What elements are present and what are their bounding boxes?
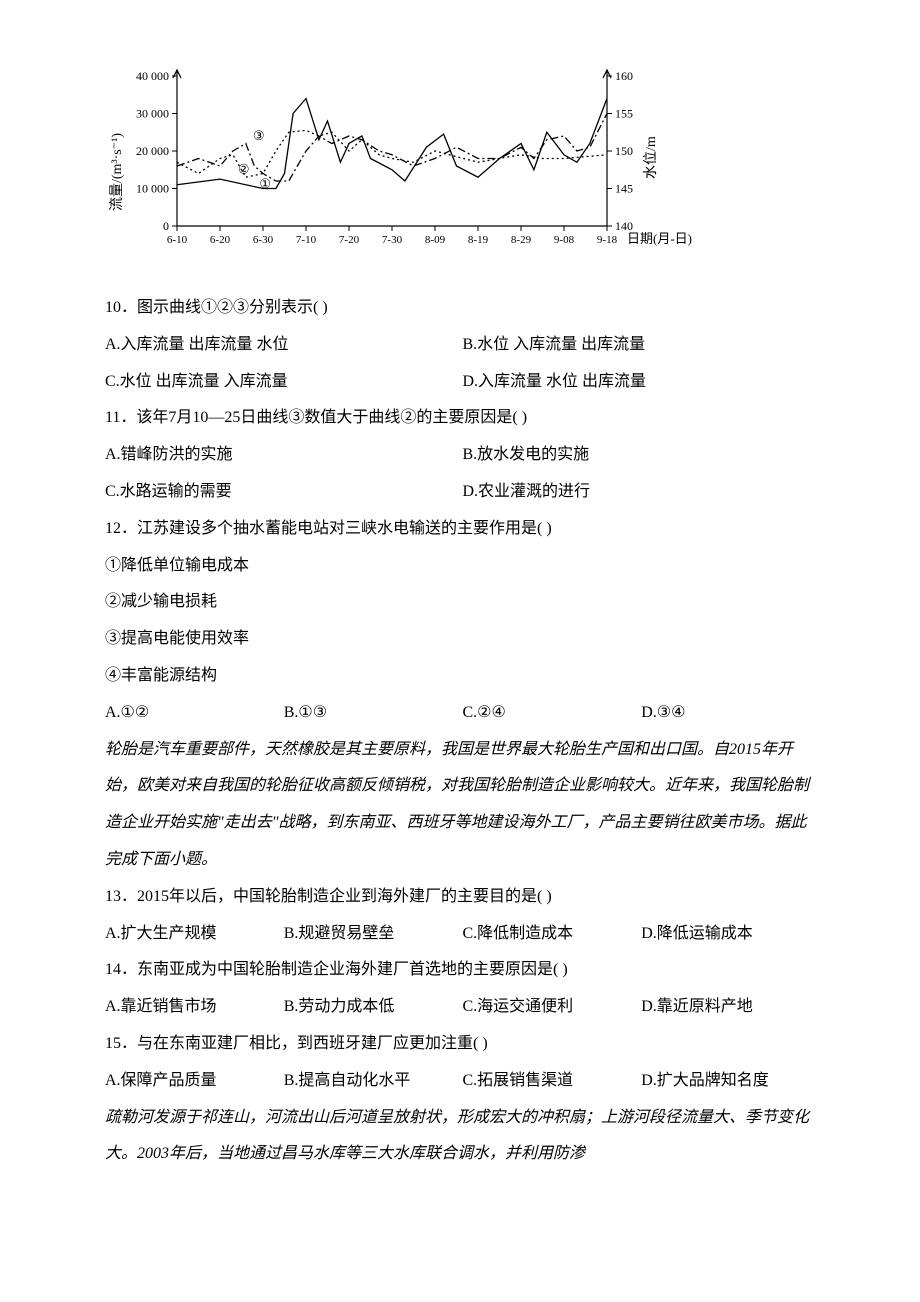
svg-text:0: 0 [163, 219, 169, 233]
q15-options-row: A.保障产品质量 B.提高自动化水平 C.拓展销售渠道 D.扩大品牌知名度 [105, 1063, 820, 1100]
svg-text:30 000: 30 000 [136, 107, 169, 121]
svg-text:①: ① [259, 176, 271, 191]
q14-option-d: D.靠近原料产地 [641, 989, 820, 1026]
svg-text:6-20: 6-20 [210, 234, 231, 246]
q11-option-a: A.错峰防洪的实施 [105, 437, 463, 474]
q13-options-row: A.扩大生产规模 B.规避贸易壁垒 C.降低制造成本 D.降低运输成本 [105, 916, 820, 953]
svg-text:6-10: 6-10 [167, 234, 188, 246]
q10-option-c: C.水位 出库流量 入库流量 [105, 364, 463, 401]
q15-option-a: A.保障产品质量 [105, 1063, 284, 1100]
q10-options-row1: A.入库流量 出库流量 水位 B.水位 入库流量 出库流量 [105, 327, 820, 364]
q15-stem: 15．与在东南亚建厂相比，到西班牙建厂应更加注重( ) [105, 1026, 820, 1063]
svg-text:150: 150 [615, 144, 633, 158]
q12-opt1: ①降低单位输电成本 [105, 548, 820, 585]
svg-text:8-29: 8-29 [511, 234, 532, 246]
svg-text:7-20: 7-20 [339, 234, 360, 246]
svg-text:6-30: 6-30 [253, 234, 274, 246]
q11-options-row2: C.水路运输的需要 D.农业灌溉的进行 [105, 474, 820, 511]
q10-option-a: A.入库流量 出库流量 水位 [105, 327, 463, 364]
q13-stem: 13．2015年以后，中国轮胎制造企业到海外建厂的主要目的是( ) [105, 879, 820, 916]
q14-option-b: B.劳动力成本低 [284, 989, 463, 1026]
q13-option-d: D.降低运输成本 [641, 916, 820, 953]
svg-text:8-19: 8-19 [468, 234, 489, 246]
q11-option-c: C.水路运输的需要 [105, 474, 463, 511]
q12-opt3: ③提高电能使用效率 [105, 621, 820, 658]
q12-stem: 12．江苏建设多个抽水蓄能电站对三峡水电输送的主要作用是( ) [105, 511, 820, 548]
q13-option-a: A.扩大生产规模 [105, 916, 284, 953]
svg-text:日期(月-日): 日期(月-日) [627, 231, 692, 246]
q10-option-b: B.水位 入库流量 出库流量 [463, 327, 821, 364]
q11-options-row1: A.错峰防洪的实施 B.放水发电的实施 [105, 437, 820, 474]
q12-opt2: ②减少输电损耗 [105, 584, 820, 621]
q15-option-c: C.拓展销售渠道 [463, 1063, 642, 1100]
svg-text:②: ② [238, 162, 250, 177]
svg-text:8-09: 8-09 [425, 234, 446, 246]
q10-stem: 10．图示曲线①②③分别表示( ) [105, 290, 820, 327]
q14-options-row: A.靠近销售市场 B.劳动力成本低 C.海运交通便利 D.靠近原料产地 [105, 989, 820, 1026]
q10-option-d: D.入库流量 水位 出库流量 [463, 364, 821, 401]
q13-option-c: C.降低制造成本 [463, 916, 642, 953]
q15-option-b: B.提高自动化水平 [284, 1063, 463, 1100]
q14-option-a: A.靠近销售市场 [105, 989, 284, 1026]
svg-text:7-30: 7-30 [382, 234, 403, 246]
svg-text:9-08: 9-08 [554, 234, 575, 246]
q12-options-row: A.①② B.①③ C.②④ D.③④ [105, 695, 820, 732]
q11-option-d: D.农业灌溉的进行 [463, 474, 821, 511]
svg-text:160: 160 [615, 69, 633, 83]
q12-option-d: D.③④ [641, 695, 820, 732]
q10-options-row2: C.水位 出库流量 入库流量 D.入库流量 水位 出库流量 [105, 364, 820, 401]
svg-text:40 000: 40 000 [136, 69, 169, 83]
svg-text:10 000: 10 000 [136, 182, 169, 196]
svg-text:7-10: 7-10 [296, 234, 317, 246]
passage-shule-river: 疏勒河发源于祁连山，河流出山后河道呈放射状，形成宏大的冲积扇；上游河段径流量大、… [105, 1100, 820, 1174]
svg-text:155: 155 [615, 107, 633, 121]
svg-text:145: 145 [615, 182, 633, 196]
q12-option-a: A.①② [105, 695, 284, 732]
q12-option-b: B.①③ [284, 695, 463, 732]
svg-text:20 000: 20 000 [136, 144, 169, 158]
q11-option-b: B.放水发电的实施 [463, 437, 821, 474]
svg-text:水位/m: 水位/m [643, 136, 659, 179]
q13-option-b: B.规避贸易壁垒 [284, 916, 463, 953]
q14-option-c: C.海运交通便利 [463, 989, 642, 1026]
svg-text:③: ③ [253, 128, 265, 143]
q14-stem: 14．东南亚成为中国轮胎制造企业海外建厂首选地的主要原因是( ) [105, 952, 820, 989]
q11-stem: 11．该年7月10―25日曲线③数值大于曲线②的主要原因是( ) [105, 400, 820, 437]
three-gorges-chart: 010 00020 00030 00040 000140145150155160… [105, 60, 820, 280]
svg-text:流量/(m³·s⁻¹): 流量/(m³·s⁻¹) [109, 133, 125, 211]
q12-option-c: C.②④ [463, 695, 642, 732]
passage-tires: 轮胎是汽车重要部件，天然橡胶是其主要原料，我国是世界最大轮胎生产国和出口国。自2… [105, 732, 820, 879]
chart-svg: 010 00020 00030 00040 000140145150155160… [105, 60, 735, 280]
svg-text:9-18: 9-18 [597, 234, 618, 246]
q15-option-d: D.扩大品牌知名度 [641, 1063, 820, 1100]
q12-opt4: ④丰富能源结构 [105, 658, 820, 695]
